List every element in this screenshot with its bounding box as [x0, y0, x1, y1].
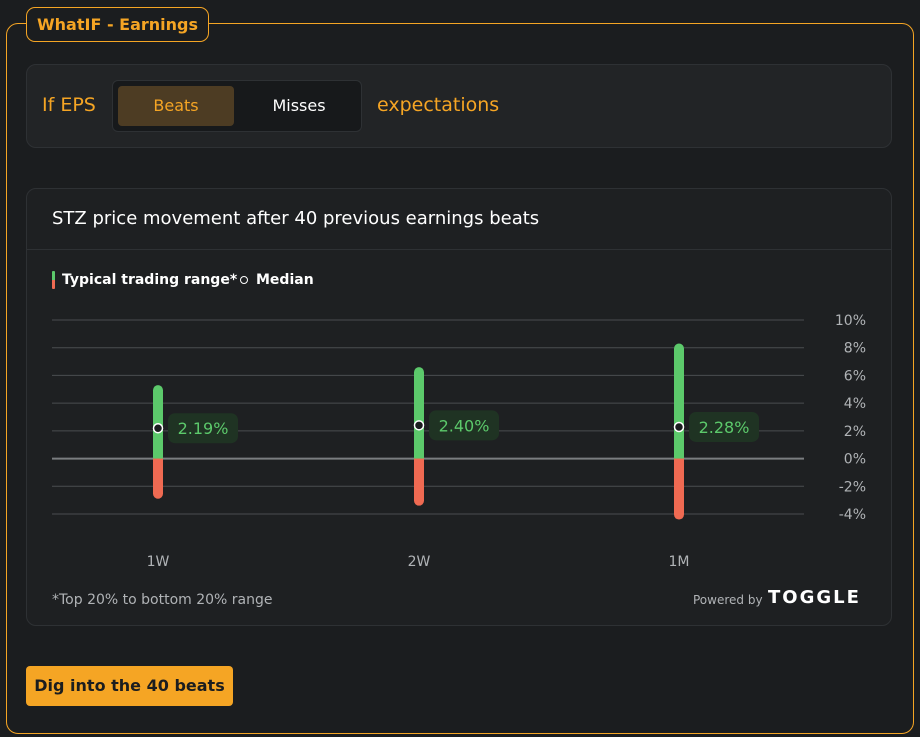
y-tick-label: 10% — [835, 313, 866, 329]
powered-by-label: Powered by — [693, 593, 763, 607]
y-tick-label: 4% — [844, 396, 866, 412]
legend-median-icon — [240, 276, 248, 284]
median-label-pill — [689, 411, 759, 442]
median-point — [673, 421, 685, 433]
x-category-label: 1M — [669, 554, 690, 570]
beats-misses-toggle: Beats Misses — [112, 80, 362, 132]
legend-median-label: Median — [256, 272, 314, 288]
median-label-pill — [168, 413, 238, 444]
range-bar-negative-cap — [153, 458, 163, 464]
misses-option[interactable]: Misses — [272, 96, 326, 115]
y-tick-label: -2% — [839, 479, 866, 495]
widget-frame — [6, 23, 914, 734]
y-tick-label: 6% — [844, 368, 866, 384]
card-divider — [27, 249, 891, 250]
widget-title: WhatIF - Earnings — [26, 7, 210, 42]
range-bar-positive — [414, 367, 424, 459]
range-bar-negative — [153, 458, 163, 499]
dig-into-beats-button[interactable]: Dig into the 40 beats — [26, 666, 233, 706]
y-tick-label: 8% — [844, 341, 866, 357]
median-point — [152, 422, 164, 434]
median-data-label: 2.19% — [178, 419, 229, 438]
median-data-label: 2.40% — [439, 416, 490, 435]
legend-range-label: Typical trading range* — [62, 272, 238, 288]
range-bar-negative-cap — [414, 458, 424, 464]
beats-option[interactable]: Beats — [118, 86, 234, 126]
chart-title: STZ price movement after 40 previous ear… — [52, 208, 540, 229]
eps-prefix-label: If EPS — [42, 94, 96, 116]
median-label-pill — [429, 410, 499, 441]
range-bar-positive-base — [414, 453, 424, 459]
x-category-label: 1W — [147, 554, 170, 570]
range-bar-positive — [674, 343, 684, 459]
toggle-logo: TOGGLE — [768, 587, 861, 608]
y-tick-label: 2% — [844, 424, 866, 440]
legend-range-swatch — [52, 271, 55, 289]
footnote: *Top 20% to bottom 20% range — [52, 592, 273, 608]
median-point — [413, 420, 425, 431]
range-bar-negative-cap — [674, 458, 684, 464]
x-category-label: 2W — [408, 554, 431, 570]
range-bar-positive-base — [153, 453, 163, 459]
median-data-label: 2.28% — [699, 418, 750, 437]
chart-card: STZ price movement after 40 previous ear… — [26, 188, 892, 626]
range-bar-positive-base — [674, 453, 684, 459]
eps-scenario-panel: If EPS Beats Misses expectations — [26, 64, 892, 148]
range-bar-positive — [153, 385, 163, 459]
range-bar-negative — [414, 458, 424, 506]
price-range-chart: 10% 8% 6% 4% 2% 0% -2% -4% 2.19% 1W 2.40% 2W 2.28% 1M — [52, 313, 866, 570]
y-tick-label: -4% — [839, 507, 866, 523]
eps-suffix-label: expectations — [377, 94, 500, 116]
range-bar-negative — [674, 458, 684, 520]
y-tick-label: 0% — [844, 452, 866, 468]
